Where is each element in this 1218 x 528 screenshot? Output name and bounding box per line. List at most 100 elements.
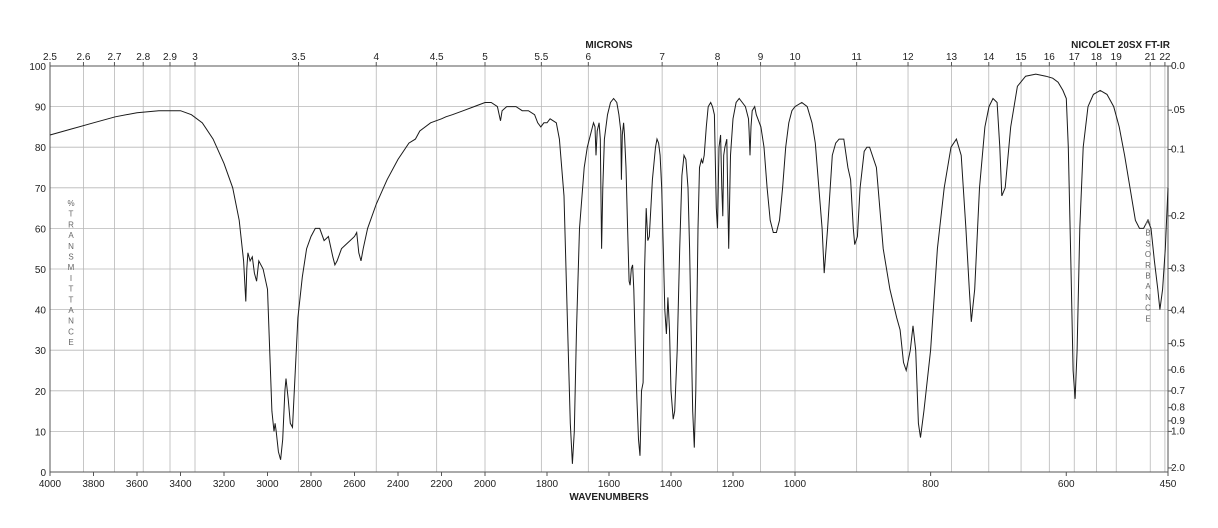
x-tick-label: 3600 [126,479,149,490]
micron-tick-label: 16 [1044,52,1056,63]
y-tick-label: 10 [35,427,47,438]
absorbance-tick-label: 0.5 [1171,339,1185,350]
micron-tick-label: 4.5 [430,52,444,63]
axis-title-letter: T [69,285,74,294]
micron-tick-label: 10 [789,52,801,63]
micron-tick-label: 11 [851,52,862,63]
absorbance-tick-label: 0.0 [1171,61,1185,72]
absorbance-tick-label: 0.2 [1171,211,1185,222]
y-tick-label: 0 [40,468,46,479]
x-tick-label: 3800 [82,479,105,490]
x-tick-label: 2400 [387,479,410,490]
micron-tick-label: 14 [983,52,995,63]
x-tick-label: 1000 [784,479,807,490]
axis-title-letter: R [1145,261,1151,270]
micron-tick-label: 19 [1111,52,1123,63]
absorbance-tick-label: 0.6 [1171,365,1185,376]
wavenumber-tick-labels: 4000 3800 3600 3400 3200 3000 2800 2600 2400 2200… [39,472,1177,490]
axis-title-letter: T [69,295,74,304]
micron-tick-label: 21 [1145,52,1157,63]
micron-tick-label: 2.7 [107,52,121,63]
absorbance-tick-label: .05 [1171,105,1185,116]
axis-title-letter: S [1145,239,1150,248]
axis-title-letter: E [68,338,73,347]
axis-title-letter: A [68,306,74,315]
micron-tick-label: 2.8 [136,52,150,63]
x-tick-label: 450 [1160,479,1177,490]
axis-title-letter: O [1145,250,1151,259]
micron-tick-labels: 2.5 2.6 2.7 2.8 2.9 3 3.5 4 4.5 5 5.5 6 7 8 9 10 11 12 13 1… [43,52,1171,66]
x-tick-label: 1600 [598,479,621,490]
axis-title-letter: N [68,317,74,326]
axis-title-letter: C [68,327,74,336]
micron-tick-label: 15 [1015,52,1027,63]
x-tick-label: 3200 [213,479,236,490]
x-tick-label: 1400 [660,479,683,490]
x-tick-label: 2000 [474,479,497,490]
axis-title-letter: R [68,220,74,229]
axis-title-letter: S [68,253,73,262]
micron-tick-label: 2.5 [43,52,57,63]
axis-title-letter: C [1145,304,1151,313]
top-axis-title: MICRONS [585,40,633,51]
axis-title-letter: % [67,199,74,208]
axis-title-letter: M [68,263,75,272]
axis-title-letter: B [1145,229,1150,238]
transmittance-tick-labels: 0 10 20 30 40 50 60 70 80 90 100 [29,62,46,479]
x-tick-label: 2800 [300,479,323,490]
micron-tick-label: 17 [1069,52,1081,63]
axis-title-letter: A [1145,218,1151,227]
micron-tick-label: 22 [1159,52,1171,63]
absorbance-tick-label: 0.9 [1171,416,1185,427]
y-tick-label: 80 [35,143,47,154]
micron-tick-label: 5 [482,52,488,63]
absorbance-tick-label: 1.0 [1171,426,1185,437]
axis-title-letter: T [69,210,74,219]
axis-title-letter: A [1145,282,1151,291]
x-tick-label: 2600 [343,479,366,490]
axis-title-letter: N [68,242,74,251]
instrument-title: NICOLET 20SX FT-IR [1071,40,1171,51]
absorbance-tick-label: 0.7 [1171,386,1185,397]
micron-tick-label: 5.5 [534,52,548,63]
micron-tick-label: 2.6 [77,52,91,63]
axis-title-letter: A [68,231,74,240]
micron-tick-label: 6 [586,52,592,63]
x-tick-label: 1800 [536,479,559,490]
x-tick-label: 3000 [256,479,279,490]
x-tick-label: 4000 [39,479,62,490]
micron-tick-label: 4 [373,52,379,63]
x-tick-label: 800 [922,479,939,490]
absorbance-tick-labels: 0.0 .05 0.1 0.2 0.3 0.4 0.5 0.6 0.7 0.8 0.91.0 2.0 [1168,61,1185,474]
x-tick-label: 3400 [169,479,192,490]
absorbance-tick-label: 0.8 [1171,403,1185,414]
y-tick-label: 20 [35,387,47,398]
micron-tick-label: 8 [715,52,721,63]
absorbance-tick-label: 0.1 [1171,145,1185,156]
absorbance-tick-label: 0.3 [1171,264,1185,275]
axis-title-letter: I [70,274,72,283]
y-tick-label: 70 [35,184,47,195]
micron-tick-label: 12 [902,52,914,63]
absorbance-tick-label: 0.4 [1171,305,1185,316]
x-tick-label: 1200 [722,479,745,490]
micron-tick-label: 13 [946,52,958,63]
micron-tick-label: 3.5 [292,52,306,63]
absorbance-tick-label: 2.0 [1171,463,1185,474]
axis-title-letter: B [1145,272,1150,281]
axis-title-letter: N [1145,293,1151,302]
micron-tick-label: 9 [758,52,764,63]
x-axis-title: WAVENUMBERS [569,492,649,503]
axis-title-letter: E [1145,314,1150,323]
micron-tick-label: 7 [659,52,665,63]
y-tick-label: 30 [35,346,47,357]
x-tick-label: 2200 [430,479,453,490]
micron-tick-label: 18 [1091,52,1103,63]
micron-tick-label: 2.9 [163,52,177,63]
y-tick-label: 50 [35,265,47,276]
y-tick-label: 40 [35,306,47,317]
y-tick-label: 90 [35,103,47,114]
